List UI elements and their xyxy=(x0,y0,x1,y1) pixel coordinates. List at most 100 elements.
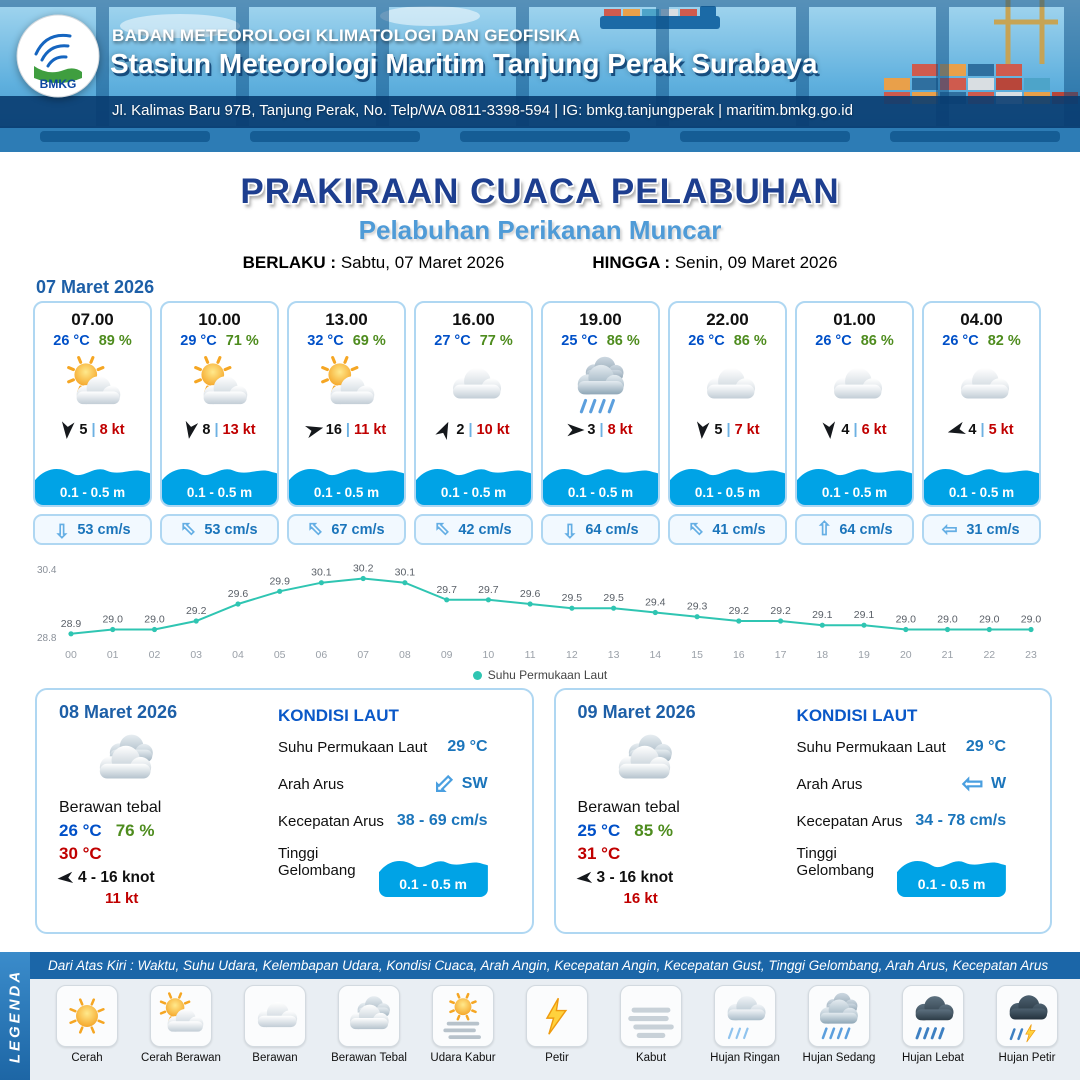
wind-row: 3 | 8 kt xyxy=(567,421,633,439)
legend-item: Kabut xyxy=(608,985,694,1064)
wave-height-band: 0.1 - 0.5 m xyxy=(289,461,404,505)
current-direction-value: W xyxy=(962,771,1006,797)
legend-item: Hujan Sedang xyxy=(796,985,882,1064)
wind-row: 5 | 7 kt xyxy=(695,421,760,439)
humidity-value: 89 % xyxy=(98,333,132,349)
day-date: 08 Maret 2026 xyxy=(59,702,178,722)
hourly-forecast-card: 04.00 26 °C 82 % 4 | 5 kt 0.1 - 0.5 m 31… xyxy=(922,301,1041,545)
forecast-card-body: 07.00 26 °C 89 % 5 | 8 kt 0.1 - 0.5 m xyxy=(33,301,152,507)
sst-value: 29 °C xyxy=(965,738,1007,755)
temperature-max: 31 °C xyxy=(577,844,621,863)
svg-text:29.0: 29.0 xyxy=(1021,614,1042,626)
legend-item-label: Hujan Ringan xyxy=(710,1052,780,1064)
wind-speed: 8 xyxy=(202,422,211,438)
current-speed-value: 38 - 69 cm/s xyxy=(396,812,488,829)
svg-text:29.0: 29.0 xyxy=(979,614,1000,626)
address-strip xyxy=(0,96,1080,128)
legend-weather-icon xyxy=(620,985,682,1047)
svg-text:23: 23 xyxy=(1025,649,1037,661)
svg-text:17: 17 xyxy=(775,649,787,661)
svg-text:20: 20 xyxy=(900,649,912,661)
forecast-time: 13.00 xyxy=(325,310,368,329)
legend-weather-icon xyxy=(808,985,870,1047)
forecast-time: 01.00 xyxy=(833,310,876,329)
temperature-value: 25 °C xyxy=(561,333,598,349)
wind-gust: 11 kt xyxy=(353,422,387,438)
daily-summary-card: 08 Maret 2026 Berawan tebal 26 °C 76 % 3… xyxy=(35,688,534,934)
svg-text:04: 04 xyxy=(232,649,244,661)
wind-row: 4 - 16 knot xyxy=(57,869,264,887)
valid-to-value: Senin, 09 Maret 2026 xyxy=(674,253,838,272)
temperature-value: 26 °C xyxy=(688,333,725,349)
daily-summary-card: 09 Maret 2026 Berawan tebal 25 °C 85 % 3… xyxy=(553,688,1053,934)
sst-line-chart: 30.4 28.8 28.9 00 29.0 01 29.0 02 29.2 03 29.6 04 29… xyxy=(37,563,1042,662)
current-direction-icon xyxy=(304,517,329,542)
wind-row: 2 | 10 kt xyxy=(435,421,510,441)
wind-speed: 5 xyxy=(714,422,723,438)
current-direction-icon xyxy=(177,517,202,542)
svg-text:30.1: 30.1 xyxy=(311,567,332,579)
sea-condition-panel: KONDISI LAUT Suhu Permukaan Laut 29 °C A… xyxy=(783,702,1033,920)
valid-from-value: Sabtu, 07 Maret 2026 xyxy=(340,253,505,272)
svg-text:10: 10 xyxy=(483,649,495,661)
temperature-value: 27 °C xyxy=(434,333,471,349)
weather-icon xyxy=(602,725,686,797)
svg-text:29.0: 29.0 xyxy=(896,614,917,626)
svg-text:22: 22 xyxy=(983,649,995,661)
current-direction-value: SW xyxy=(433,771,488,797)
wave-height-value: 0.1 - 0.5 m xyxy=(399,876,467,892)
legend-marker-icon xyxy=(472,670,482,680)
current-speed: 53 cm/s xyxy=(204,521,258,538)
weather-icon xyxy=(176,350,264,420)
current-speed: 67 cm/s xyxy=(331,521,385,538)
hourly-forecast-card: 13.00 32 °C 69 % 16 | 11 kt 0.1 - 0.5 m … xyxy=(287,301,406,545)
current-speed-label: Kecepatan Arus xyxy=(796,812,903,830)
wind-gust: 8 kt xyxy=(607,422,633,438)
wind-direction-icon xyxy=(57,871,74,885)
svg-text:07: 07 xyxy=(357,649,369,661)
separator: | xyxy=(853,422,858,438)
valid-to: HINGGA : Senin, 09 Maret 2026 xyxy=(592,253,837,273)
legend-weather-icon xyxy=(526,985,588,1047)
wave-height-label: Tinggi Gelombang xyxy=(796,845,875,879)
wave-height-value: 0.1 - 0.5 m xyxy=(821,485,888,500)
weather-condition: Berawan tebal xyxy=(59,799,162,816)
wind-direction-icon xyxy=(567,423,585,438)
temperature-humidity-row: 26 °C 89 % xyxy=(53,333,132,349)
wave-graphic xyxy=(797,469,912,505)
daily-summary-row: 08 Maret 2026 Berawan tebal 26 °C 76 % 3… xyxy=(35,688,1053,934)
temperature-humidity-row: 32 °C 69 % xyxy=(307,333,386,349)
wind-gust: 11 kt xyxy=(105,890,139,907)
svg-text:29.6: 29.6 xyxy=(228,588,249,600)
svg-text:21: 21 xyxy=(942,649,954,661)
wind-row: 3 - 16 knot xyxy=(576,869,783,887)
svg-text:29.2: 29.2 xyxy=(770,605,791,617)
page-title: PRAKIRAAN CUACA PELABUHAN xyxy=(240,172,840,211)
validity-row: BERLAKU : Sabtu, 07 Maret 2026 HINGGA : … xyxy=(0,253,1080,273)
current-direction-row: Arah Arus SW xyxy=(278,771,488,797)
current-direction-icon xyxy=(427,767,461,801)
legend-item: Udara Kabur xyxy=(420,985,506,1064)
legend-banner: LEGENDA xyxy=(0,952,30,1080)
wind-speed: 5 xyxy=(79,422,88,438)
wind-gust: 5 kt xyxy=(988,422,1014,438)
weather-icon xyxy=(83,725,167,797)
forecast-time: 19.00 xyxy=(579,310,622,329)
wind-speed: 16 xyxy=(325,422,342,438)
separator: | xyxy=(214,422,219,438)
svg-text:29.2: 29.2 xyxy=(729,605,750,617)
sea-condition-panel: KONDISI LAUT Suhu Permukaan Laut 29 °C A… xyxy=(264,702,514,920)
current-box: 41 cm/s xyxy=(668,514,787,545)
svg-text:29.2: 29.2 xyxy=(186,605,207,617)
legend-items: Cerah Cerah Berawan Berawan Berawan Teba… xyxy=(44,985,1074,1064)
separator: | xyxy=(468,422,473,438)
legend-item: Hujan Petir xyxy=(984,985,1070,1064)
weather-icon xyxy=(430,350,518,420)
humidity-value: 85 % xyxy=(634,821,674,840)
svg-text:14: 14 xyxy=(649,649,661,661)
current-speed-row: Kecepatan Arus 34 - 78 cm/s xyxy=(797,812,1007,830)
wave-height-value: 0.1 - 0.5 m xyxy=(59,485,126,500)
current-direction-text: SW xyxy=(461,775,488,792)
legend-item-label: Hujan Petir xyxy=(998,1052,1056,1064)
temperature-humidity-row: 26 °C 76 % xyxy=(59,821,264,841)
